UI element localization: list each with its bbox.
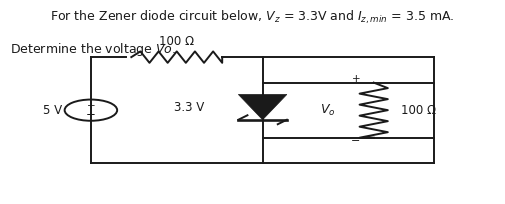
Text: 100 Ω: 100 Ω bbox=[159, 35, 194, 48]
Text: For the Zener diode circuit below, $V_z$ = 3.3V and $I_{z,min}$ = 3.5 mA.: For the Zener diode circuit below, $V_z$… bbox=[50, 8, 455, 26]
Polygon shape bbox=[238, 94, 287, 120]
Text: −: − bbox=[86, 108, 96, 121]
Text: Determine the voltage $\it{Vo}$.: Determine the voltage $\it{Vo}$. bbox=[10, 41, 176, 58]
Text: 100 Ω: 100 Ω bbox=[401, 104, 437, 117]
Text: 5 V: 5 V bbox=[43, 104, 63, 117]
Text: $\it{V_o}$: $\it{V_o}$ bbox=[321, 103, 336, 118]
Text: +: + bbox=[86, 101, 95, 111]
Text: −: − bbox=[351, 136, 361, 146]
Text: 3.3 V: 3.3 V bbox=[174, 101, 205, 114]
Text: +: + bbox=[351, 74, 361, 84]
